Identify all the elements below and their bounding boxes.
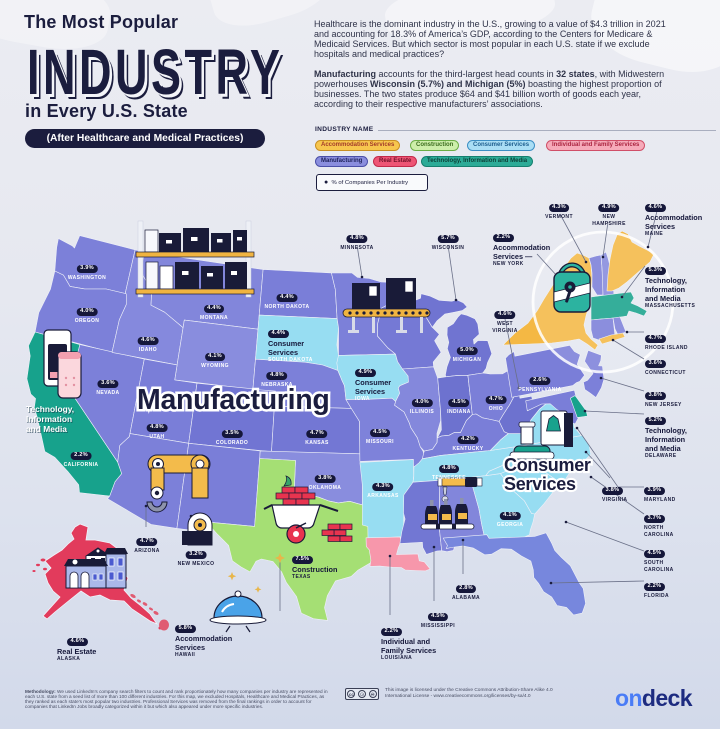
svg-text:Consumer: Consumer xyxy=(504,455,591,475)
svg-text:Services: Services xyxy=(504,474,576,494)
svg-text:Manufacturing: Manufacturing xyxy=(137,384,329,416)
